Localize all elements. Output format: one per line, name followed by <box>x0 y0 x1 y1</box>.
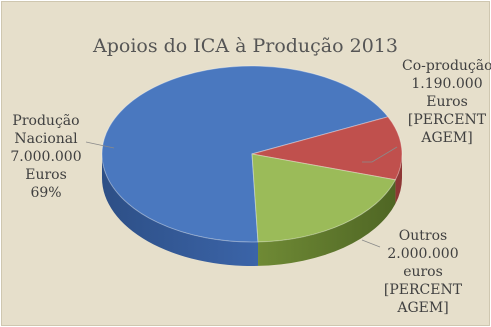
leader-line <box>85 141 115 149</box>
pie-slice-producao-nacional-side <box>102 154 259 266</box>
slice-label-line: 2.000.000 <box>387 246 459 262</box>
pie-slice-coproducao <box>251 116 403 181</box>
slice-label-line: Nacional <box>14 131 78 147</box>
pie-slice-outros <box>251 153 397 243</box>
slice-label-line: Produção <box>12 113 80 129</box>
slice-label-producao-nacional: Produção Nacional 7.000.000 Euros 69% <box>8 112 84 202</box>
chart-title: Apoios do ICA à Produção 2013 <box>93 35 398 57</box>
pie-slice-producao-nacional <box>101 65 389 243</box>
slice-label-line: [PERCENT <box>383 282 463 298</box>
pie-chart <box>85 65 403 266</box>
slice-label-outros: Outros 2.000.000 euros [PERCENT AGEM] <box>380 227 466 317</box>
pie-slice-coproducao-side <box>395 154 402 204</box>
leader-line <box>361 239 381 248</box>
slice-label-coproducao: Co-produção 1.190.000 Euros [PERCENT AGEM] <box>402 57 491 147</box>
slice-label-line: euros <box>403 264 443 280</box>
slice-label-line: AGEM] <box>397 300 449 316</box>
slice-label-line: Outros <box>398 228 448 244</box>
slice-label-line: [PERCENT <box>407 112 487 128</box>
slice-label-line: Euros <box>25 167 67 183</box>
slice-label-line: Euros <box>426 94 468 110</box>
slice-label-line: 1.190.000 <box>411 76 483 92</box>
pie-slice-outros-side <box>258 179 396 266</box>
leader-line <box>362 146 398 163</box>
slice-label-line: Co-produção <box>402 58 491 74</box>
slice-label-line: AGEM] <box>421 130 473 146</box>
slice-label-line: 7.000.000 <box>10 149 82 165</box>
slice-label-line: 69% <box>30 185 62 201</box>
